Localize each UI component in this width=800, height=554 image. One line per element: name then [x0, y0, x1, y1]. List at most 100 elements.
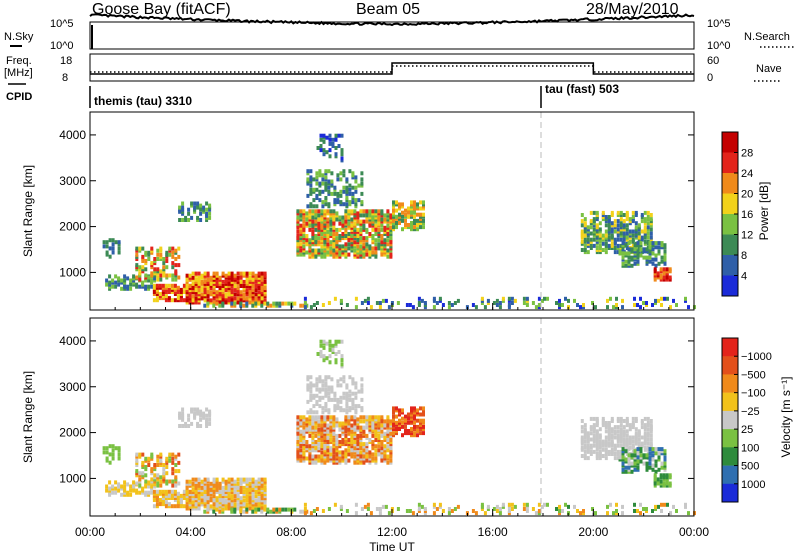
power-cell [401, 210, 404, 215]
power-cell [380, 227, 384, 232]
power-cell [317, 240, 321, 245]
velocity-cell [374, 460, 378, 465]
power-cell [302, 252, 306, 257]
velocity-cell [209, 496, 213, 501]
power-cell [302, 223, 306, 228]
velocity-cell [153, 484, 157, 489]
power-cell [239, 275, 243, 280]
velocity-cell [616, 419, 620, 423]
velocity-cell [583, 435, 587, 440]
power-cell [365, 242, 369, 247]
velocity-cell [176, 500, 180, 505]
power-cell [239, 273, 243, 278]
velocity-cell [324, 393, 328, 398]
velocity-cell [230, 494, 234, 499]
power-cell [138, 284, 142, 289]
velocity-cell [206, 477, 210, 482]
velocity-cell [312, 410, 316, 415]
power-cell [208, 203, 212, 208]
velocity-cell [126, 482, 130, 487]
power-cell [374, 238, 378, 243]
velocity-cell [643, 439, 647, 444]
velocity-cell [642, 453, 646, 458]
power-cell [200, 296, 204, 301]
velocity-cell [633, 502, 636, 507]
velocity-cell [105, 450, 109, 455]
power-cell [627, 247, 631, 252]
power-cell [362, 254, 366, 259]
power-cell [191, 284, 195, 288]
velocity-cell [419, 412, 422, 417]
velocity-cell [296, 417, 300, 422]
power-cell [108, 246, 112, 251]
velocity-cell [329, 415, 333, 420]
velocity-cell [202, 413, 206, 418]
nsearch-label: N.Search [744, 31, 790, 43]
power-cell [144, 284, 148, 289]
power-cell [312, 198, 316, 203]
power-cell [242, 271, 246, 276]
velocity-cell [320, 427, 324, 432]
velocity-cell [314, 421, 318, 426]
velocity-cell [583, 456, 587, 461]
velocity-cell [380, 458, 384, 463]
power-cell [328, 133, 332, 138]
power-cell [330, 191, 334, 196]
power-cell [181, 201, 185, 206]
power-cell [419, 214, 422, 219]
power-cell [347, 225, 351, 230]
velocity-cell [627, 465, 631, 470]
power-cell [167, 298, 171, 303]
power-cell [607, 243, 611, 248]
velocity-cell [266, 507, 270, 512]
velocity-cell [129, 488, 133, 493]
power-cell [309, 183, 313, 188]
power-cell [317, 248, 321, 253]
power-cell [309, 179, 313, 184]
velocity-cell [634, 416, 638, 421]
power-cell [356, 252, 360, 257]
power-cell [601, 241, 605, 246]
power-cell [356, 236, 360, 241]
power-cell [610, 241, 614, 246]
velocity-cell [339, 406, 343, 411]
velocity-cell [637, 429, 641, 434]
velocity-cell [108, 490, 112, 495]
power-cell [191, 286, 195, 291]
power-cell [371, 246, 375, 251]
power-cell [684, 296, 687, 301]
velocity-cell [129, 492, 133, 497]
velocity-cell [257, 507, 261, 512]
velocity-cell [386, 460, 390, 465]
velocity-cell [329, 452, 333, 457]
velocity-cell [598, 445, 602, 450]
power-cell [187, 218, 191, 222]
power-cell [625, 213, 629, 217]
power-cell [158, 294, 162, 299]
velocity-cell [386, 454, 390, 459]
velocity-cell [123, 492, 127, 497]
power-cell [377, 221, 381, 226]
power-cell [344, 242, 348, 247]
velocity-cell [150, 471, 154, 476]
power-cell [306, 193, 310, 198]
velocity-cell [586, 431, 590, 436]
velocity-cell [254, 509, 258, 514]
power-cell [625, 217, 629, 222]
velocity-cell [621, 504, 624, 509]
power-cell [616, 237, 620, 242]
velocity-cell [227, 477, 231, 482]
velocity-cell [607, 452, 611, 456]
velocity-cell [251, 481, 255, 486]
power-cell [221, 271, 225, 276]
power-cell [395, 214, 398, 219]
power-cell [179, 287, 183, 292]
velocity-cell [296, 450, 300, 455]
power-cell [395, 200, 398, 205]
velocity-cell [649, 427, 653, 432]
power-cell [615, 305, 618, 310]
power-cell [111, 250, 115, 255]
velocity-cell [350, 423, 354, 428]
velocity-cell [345, 393, 349, 398]
velocity-cell [218, 490, 222, 494]
